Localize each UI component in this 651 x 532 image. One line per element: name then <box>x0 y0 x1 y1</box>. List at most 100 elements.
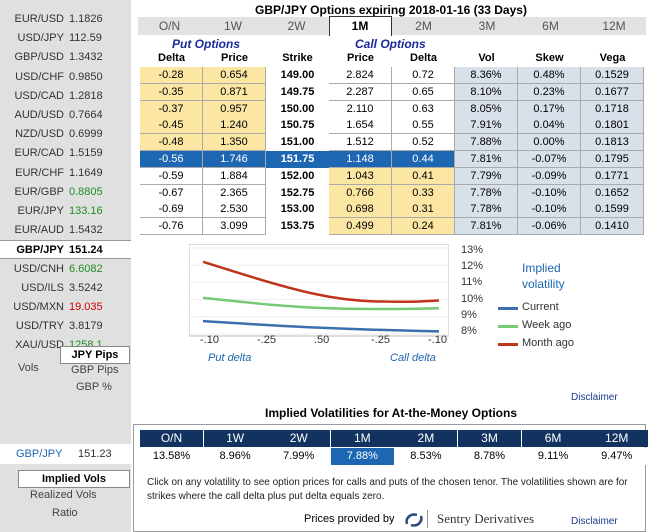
tenor-tab-12m[interactable]: 12M <box>602 19 626 33</box>
tenor-tab-1w[interactable]: 1W <box>224 19 242 33</box>
cell-vega[interactable]: 0.1795 <box>581 151 644 168</box>
cell-pp[interactable]: 2.530 <box>203 201 266 219</box>
iv-tenor-header[interactable]: 1M <box>330 430 394 447</box>
pair-row[interactable]: AUD/USD 0.7664 <box>0 106 131 125</box>
cell-pp[interactable]: 0.654 <box>203 67 266 84</box>
cell-vega[interactable]: 0.1599 <box>581 201 644 219</box>
tenor-tab-2w[interactable]: 2W <box>287 19 306 33</box>
iv-tenor-header[interactable]: 2W <box>267 430 331 447</box>
cell-vega[interactable]: 0.1718 <box>581 100 644 118</box>
cell-cp[interactable]: 1.654 <box>329 117 392 135</box>
cell-cd[interactable]: 0.55 <box>392 117 455 135</box>
cell-vol[interactable]: 7.78% <box>455 184 518 202</box>
pair-row[interactable]: USD/CNH 6.6082 <box>0 260 131 279</box>
cell-pd[interactable]: -0.45 <box>140 117 203 135</box>
pair-row[interactable]: EUR/USD 1.1826 <box>0 10 131 29</box>
iv-tenor-header[interactable]: 2M <box>394 430 458 447</box>
cell-pp[interactable]: 1.746 <box>203 151 266 168</box>
gbp-percent-option[interactable]: GBP % <box>76 381 112 393</box>
cell-pd[interactable]: -0.28 <box>140 67 203 84</box>
pair-row[interactable]: USD/ILS 3.5242 <box>0 279 131 298</box>
cell-cd[interactable]: 0.63 <box>392 100 455 118</box>
cell-cd[interactable]: 0.24 <box>392 218 455 236</box>
cell-pd[interactable]: -0.59 <box>140 167 203 185</box>
cell-skew[interactable]: 0.23% <box>518 83 581 101</box>
cell-vega[interactable]: 0.1652 <box>581 184 644 202</box>
cell-cd[interactable]: 0.72 <box>392 67 455 84</box>
iv-value-2w[interactable]: 7.99% <box>267 448 331 465</box>
iv-tenor-header[interactable]: 1W <box>203 430 267 447</box>
cell-skew[interactable]: -0.09% <box>518 167 581 185</box>
cell-cd[interactable]: 0.33 <box>392 184 455 202</box>
pair-row[interactable]: GBP/JPY 151.24 <box>0 240 131 260</box>
pair-row[interactable]: EUR/GBP 0.8805 <box>0 183 131 202</box>
cell-skew[interactable]: -0.10% <box>518 184 581 202</box>
pair-row[interactable]: USD/CAD 1.2818 <box>0 87 131 106</box>
cell-cp[interactable]: 1.148 <box>329 151 392 168</box>
cell-skew[interactable]: -0.07% <box>518 151 581 168</box>
pair-row[interactable]: EUR/AUD 1.5432 <box>0 221 131 240</box>
cell-vega[interactable]: 0.1677 <box>581 83 644 101</box>
cell-cp[interactable]: 2.824 <box>329 67 392 84</box>
cell-pd[interactable]: -0.35 <box>140 83 203 101</box>
cell-skew[interactable]: 0.17% <box>518 100 581 118</box>
cell-pd[interactable]: -0.48 <box>140 134 203 152</box>
jpy-pips-tab[interactable]: JPY Pips <box>60 346 130 364</box>
cell-cd[interactable]: 0.31 <box>392 201 455 219</box>
cell-skew[interactable]: -0.06% <box>518 218 581 236</box>
cell-pd[interactable]: -0.76 <box>140 218 203 236</box>
iv-tenor-header[interactable]: 3M <box>458 430 521 447</box>
cell-skew[interactable]: -0.10% <box>518 201 581 219</box>
implied-vols-tab[interactable]: Implied Vols <box>18 470 130 488</box>
pair-row[interactable]: NZD/USD 0.6999 <box>0 125 131 144</box>
pair-row[interactable]: EUR/CAD 1.5159 <box>0 144 131 163</box>
disclaimer-link-bottom[interactable]: Disclaimer <box>571 516 618 527</box>
cell-pd[interactable]: -0.37 <box>140 100 203 118</box>
bottom-pair-row[interactable]: GBP/JPY 151.23 <box>0 444 131 464</box>
cell-pp[interactable]: 0.871 <box>203 83 266 101</box>
cell-vol[interactable]: 7.81% <box>455 218 518 236</box>
iv-value-1m[interactable]: 7.88% <box>330 448 394 465</box>
cell-vega[interactable]: 0.1801 <box>581 117 644 135</box>
cell-vega[interactable]: 0.1529 <box>581 67 644 84</box>
cell-cp[interactable]: 2.110 <box>329 100 392 118</box>
tenor-tab-2m[interactable]: 2M <box>415 19 432 33</box>
pair-row[interactable]: USD/TRY 3.8179 <box>0 317 131 336</box>
pair-row[interactable]: USD/CHF 0.9850 <box>0 68 131 87</box>
iv-value-3m[interactable]: 8.78% <box>458 448 521 465</box>
iv-tenor-header[interactable]: 6M <box>521 430 585 447</box>
pair-row[interactable]: USD/JPY 112.59 <box>0 29 131 48</box>
pair-row[interactable]: EUR/JPY 133.16 <box>0 202 131 221</box>
cell-vol[interactable]: 8.36% <box>455 67 518 84</box>
cell-pd[interactable]: -0.56 <box>140 151 203 168</box>
iv-value-2m[interactable]: 8.53% <box>394 448 458 465</box>
cell-vol[interactable]: 7.78% <box>455 201 518 219</box>
cell-pp[interactable]: 1.240 <box>203 117 266 135</box>
cell-cd[interactable]: 0.41 <box>392 167 455 185</box>
iv-value-1w[interactable]: 8.96% <box>203 448 267 465</box>
cell-pp[interactable]: 1.884 <box>203 167 266 185</box>
cell-cp[interactable]: 1.512 <box>329 134 392 152</box>
cell-vega[interactable]: 0.1410 <box>581 218 644 236</box>
tenor-tab-1m[interactable]: 1M <box>328 16 392 36</box>
cell-pp[interactable]: 2.365 <box>203 184 266 202</box>
iv-tenor-header[interactable]: 12M <box>585 430 649 447</box>
disclaimer-link[interactable]: Disclaimer <box>571 392 618 403</box>
cell-pd[interactable]: -0.67 <box>140 184 203 202</box>
cell-vega[interactable]: 0.1813 <box>581 134 644 152</box>
cell-cd[interactable]: 0.52 <box>392 134 455 152</box>
tenor-tab-6m[interactable]: 6M <box>542 19 559 33</box>
cell-skew[interactable]: 0.48% <box>518 67 581 84</box>
cell-skew[interactable]: 0.00% <box>518 134 581 152</box>
cell-cp[interactable]: 1.043 <box>329 167 392 185</box>
cell-vol[interactable]: 8.10% <box>455 83 518 101</box>
iv-value-12m[interactable]: 9.47% <box>585 448 649 465</box>
realized-vols-option[interactable]: Realized Vols <box>30 489 97 501</box>
cell-cd[interactable]: 0.44 <box>392 151 455 168</box>
gbp-pips-option[interactable]: GBP Pips <box>71 364 119 376</box>
cell-pd[interactable]: -0.69 <box>140 201 203 219</box>
cell-vega[interactable]: 0.1771 <box>581 167 644 185</box>
cell-skew[interactable]: 0.04% <box>518 117 581 135</box>
cell-cp[interactable]: 0.499 <box>329 218 392 236</box>
cell-vol[interactable]: 7.79% <box>455 167 518 185</box>
